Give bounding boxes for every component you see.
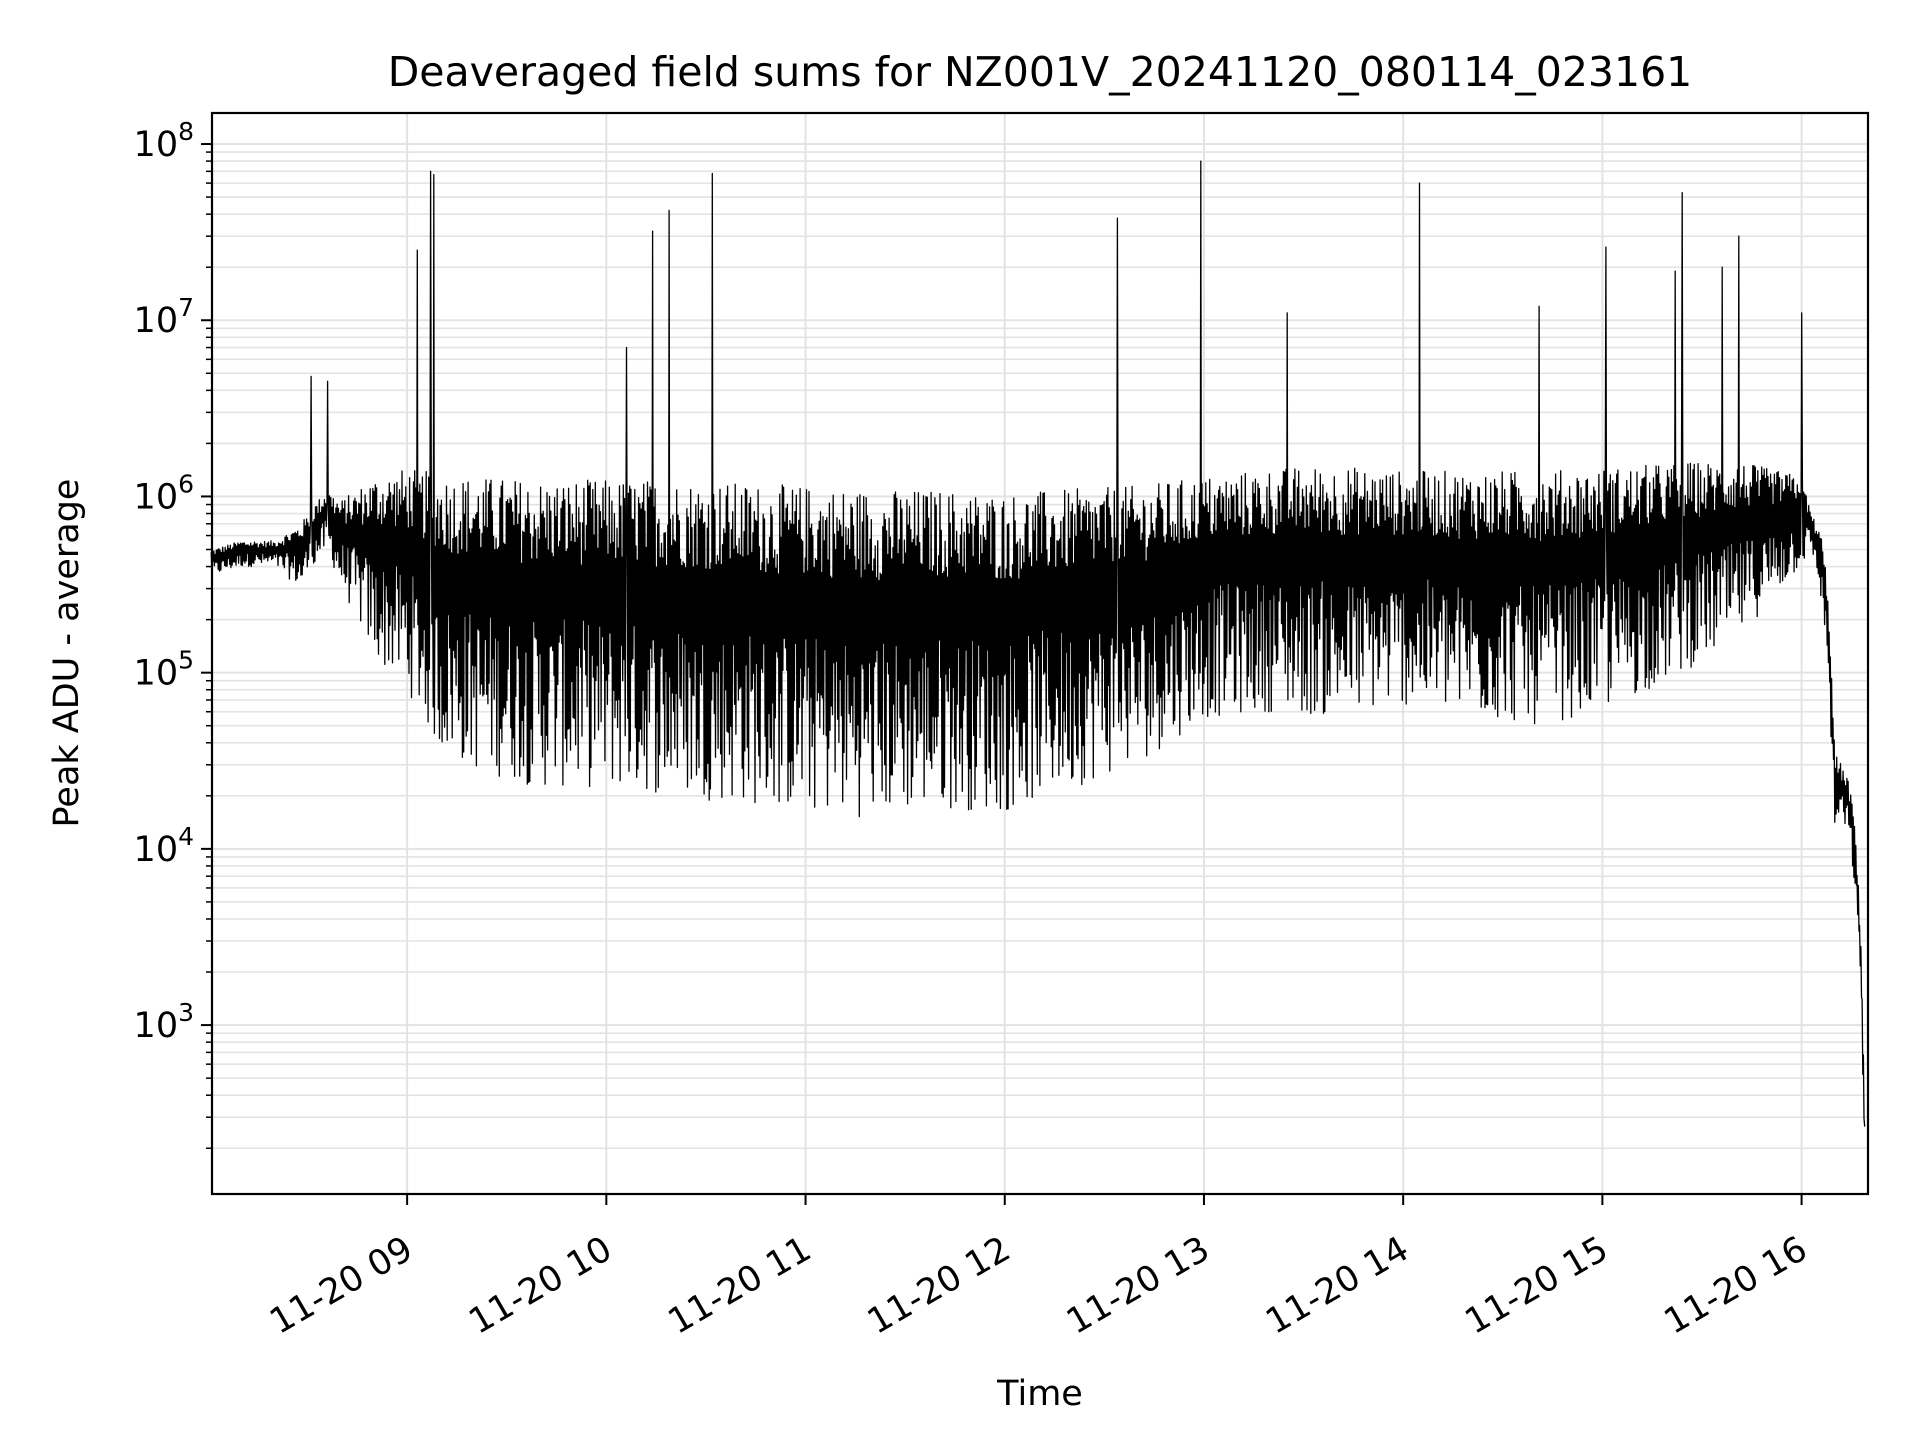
series-layer xyxy=(210,160,1866,1127)
series-line xyxy=(210,160,1866,1127)
chart-title: Deaveraged field sums for NZ001V_2024112… xyxy=(388,48,1693,96)
y-tick-label: 103 xyxy=(134,998,194,1046)
y-tick-layer: 103 104 105 106 107 108 xyxy=(134,117,212,1149)
y-tick-label: 106 xyxy=(134,469,194,517)
y-axis-label: Peak ADU - average xyxy=(47,479,87,828)
x-axis-label: Time xyxy=(996,1374,1083,1414)
plot-frame xyxy=(210,111,1870,1196)
y-tick-label: 105 xyxy=(134,646,194,694)
grid-layer xyxy=(212,113,1868,1194)
y-tick-label: 104 xyxy=(134,822,194,870)
y-tick-label: 108 xyxy=(134,117,194,165)
y-tick-label: 107 xyxy=(134,293,194,341)
